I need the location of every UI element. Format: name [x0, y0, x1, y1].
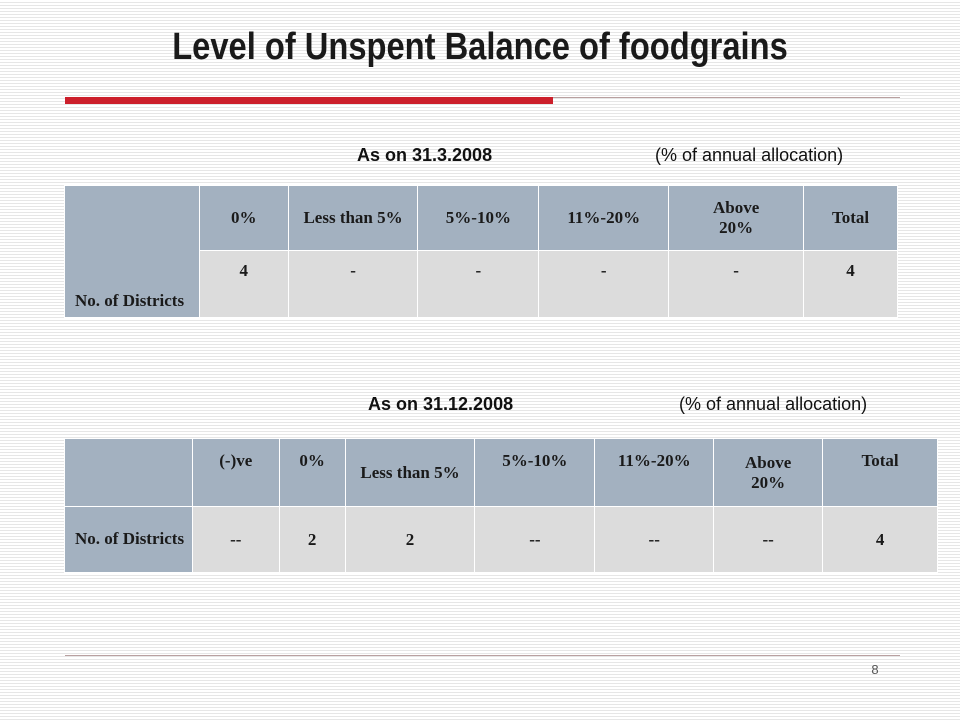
table1-row-label: No. of Districts — [64, 185, 200, 318]
table2-caption: As on 31.12.2008 — [368, 394, 513, 415]
table1-cell: - — [538, 250, 670, 318]
table2-row-label: No. of Districts — [64, 506, 193, 573]
title-accent-rule — [65, 97, 553, 104]
table1-cell: 4 — [198, 250, 289, 318]
table1-caption: As on 31.3.2008 — [357, 145, 492, 166]
table2-header: Above 20% — [713, 438, 824, 507]
table1-header: Less than 5% — [287, 185, 419, 251]
table2-header: 11%-20% — [594, 438, 715, 507]
table1-header: Total — [803, 185, 898, 251]
table2-cell: 2 — [344, 506, 476, 573]
page-number: 8 — [871, 662, 879, 677]
table2-header: 5%-10% — [474, 438, 596, 507]
table2-cell: -- — [474, 506, 596, 573]
table1-cell: - — [287, 250, 419, 318]
table2-cell: -- — [713, 506, 824, 573]
slide-title: Level of Unspent Balance of foodgrains — [172, 26, 788, 68]
title-divider — [553, 97, 900, 98]
table1-date: As on 31.3.2008 — [357, 145, 493, 165]
table2-cell: -- — [191, 506, 280, 573]
table1-note: (% of annual allocation) — [655, 145, 844, 165]
table1-header: Above 20% — [668, 185, 805, 251]
table1-header: 11%-20% — [538, 185, 670, 251]
table2-header: (-)ve — [191, 438, 280, 507]
table2-note: (% of annual allocation) — [679, 394, 868, 414]
table2: (-)ve 0% Less than 5% 5%-10% 11%-20% Abo… — [64, 438, 938, 573]
table2-header: 0% — [278, 438, 346, 507]
table1: No. of Districts 0% Less than 5% 5%-10% … — [64, 185, 898, 318]
footer-divider — [65, 655, 900, 656]
table2-cell: -- — [594, 506, 715, 573]
table1-cell: - — [417, 250, 540, 318]
table1-header: 5%-10% — [417, 185, 540, 251]
table1-cell: - — [668, 250, 805, 318]
table2-header: Less than 5% — [344, 438, 476, 507]
table1-header: 0% — [198, 185, 289, 251]
table1-cell: 4 — [803, 250, 898, 318]
table2-cell: 2 — [278, 506, 346, 573]
table2-date: As on 31.12.2008 — [368, 394, 514, 414]
table2-header: Total — [822, 438, 938, 507]
table2-corner — [64, 438, 193, 507]
table2-cell: 4 — [822, 506, 938, 573]
